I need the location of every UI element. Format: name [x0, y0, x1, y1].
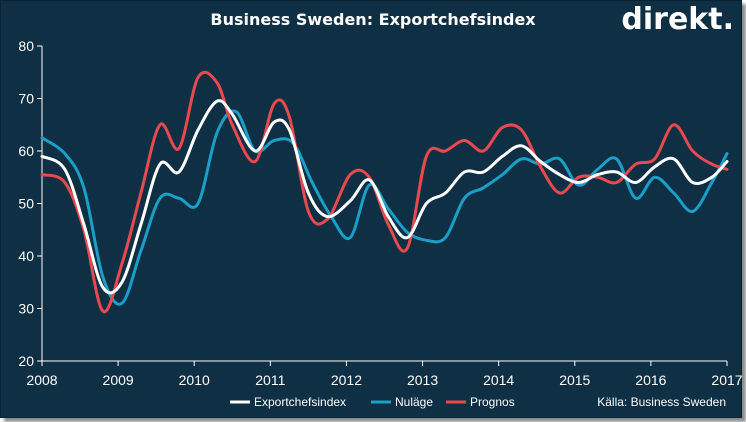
- legend-label-nul-ge: Nuläge: [395, 395, 433, 409]
- y-tick-label: 80: [18, 38, 34, 54]
- y-tick-label: 30: [18, 301, 34, 317]
- series-line-nul-ge: [40, 109, 729, 306]
- chart-title: Business Sweden: Exportchefsindex: [210, 10, 536, 29]
- x-tick-label: 2011: [255, 372, 285, 388]
- x-tick-label: 2017: [711, 372, 742, 388]
- x-tick-label: 2010: [179, 372, 210, 388]
- series-line-exportchefsindex: [40, 99, 729, 295]
- x-tick-label: 2009: [103, 372, 134, 388]
- legend: Exportchefsindex Nuläge Prognos: [230, 395, 515, 409]
- y-tick-label: 20: [18, 353, 34, 369]
- direkt-logo: direkt.: [621, 2, 734, 37]
- y-tick-label: 60: [18, 143, 34, 159]
- x-tick-label: 2015: [559, 372, 590, 388]
- x-tick-label: 2008: [26, 372, 57, 388]
- x-tick-label: 2012: [331, 372, 362, 388]
- legend-label-prognos: Prognos: [470, 395, 515, 409]
- source-note: Källa: Business Sweden: [597, 395, 726, 409]
- y-tick-label: 40: [18, 248, 34, 264]
- series-line-prognos: [40, 70, 729, 314]
- axes: 20 30 40 50 60 70 80 2008 2009 2010 2011 2012 2013 20…: [18, 38, 742, 388]
- legend-label-exportchefsindex: Exportchefsindex: [254, 395, 346, 409]
- y-tick-label: 50: [18, 196, 34, 212]
- series-layer: [40, 70, 729, 314]
- x-tick-label: 2013: [407, 372, 438, 388]
- x-tick-label: 2016: [635, 372, 666, 388]
- x-tick-label: 2014: [483, 372, 514, 388]
- y-tick-label: 70: [18, 91, 34, 107]
